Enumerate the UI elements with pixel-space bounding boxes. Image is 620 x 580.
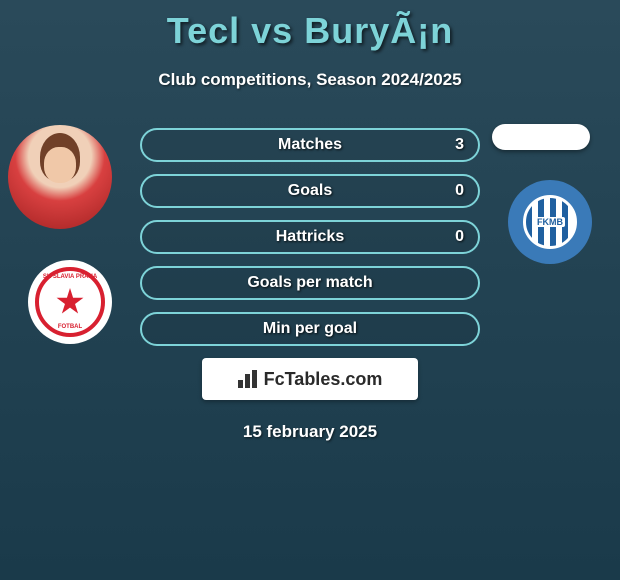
stat-value: 0 [455, 228, 464, 246]
source-badge[interactable]: FcTables.com [202, 358, 418, 400]
stat-label: Hattricks [276, 228, 344, 246]
player-right-avatar [492, 124, 590, 150]
star-icon [56, 288, 84, 316]
player-left-avatar [8, 125, 112, 229]
club-right-label: FKMB [535, 217, 565, 227]
source-badge-text: FcTables.com [264, 369, 383, 390]
stat-label: Matches [278, 136, 342, 154]
club-left-logo: SK SLAVIA PRAHA FOTBAL [28, 260, 112, 344]
stat-label: Goals per match [247, 274, 372, 292]
stat-row-goals: Goals 0 [140, 174, 480, 208]
stat-row-goals-per-match: Goals per match [140, 266, 480, 300]
stat-value: 0 [455, 182, 464, 200]
club-right-logo: FKMB [508, 180, 592, 264]
stats-list: Matches 3 Goals 0 Hattricks 0 Goals per … [140, 128, 480, 346]
date-text: 15 february 2025 [0, 422, 620, 442]
club-left-top-text: SK SLAVIA PRAHA [39, 274, 101, 280]
bar-chart-icon [238, 370, 260, 388]
subtitle: Club competitions, Season 2024/2025 [0, 70, 620, 90]
stat-row-hattricks: Hattricks 0 [140, 220, 480, 254]
page-title: Tecl vs BuryÃ¡n [0, 0, 620, 52]
club-left-bottom-text: FOTBAL [39, 324, 101, 330]
stat-label: Goals [288, 182, 332, 200]
stat-row-min-per-goal: Min per goal [140, 312, 480, 346]
stat-label: Min per goal [263, 320, 357, 338]
stat-row-matches: Matches 3 [140, 128, 480, 162]
stat-value: 3 [455, 136, 464, 154]
